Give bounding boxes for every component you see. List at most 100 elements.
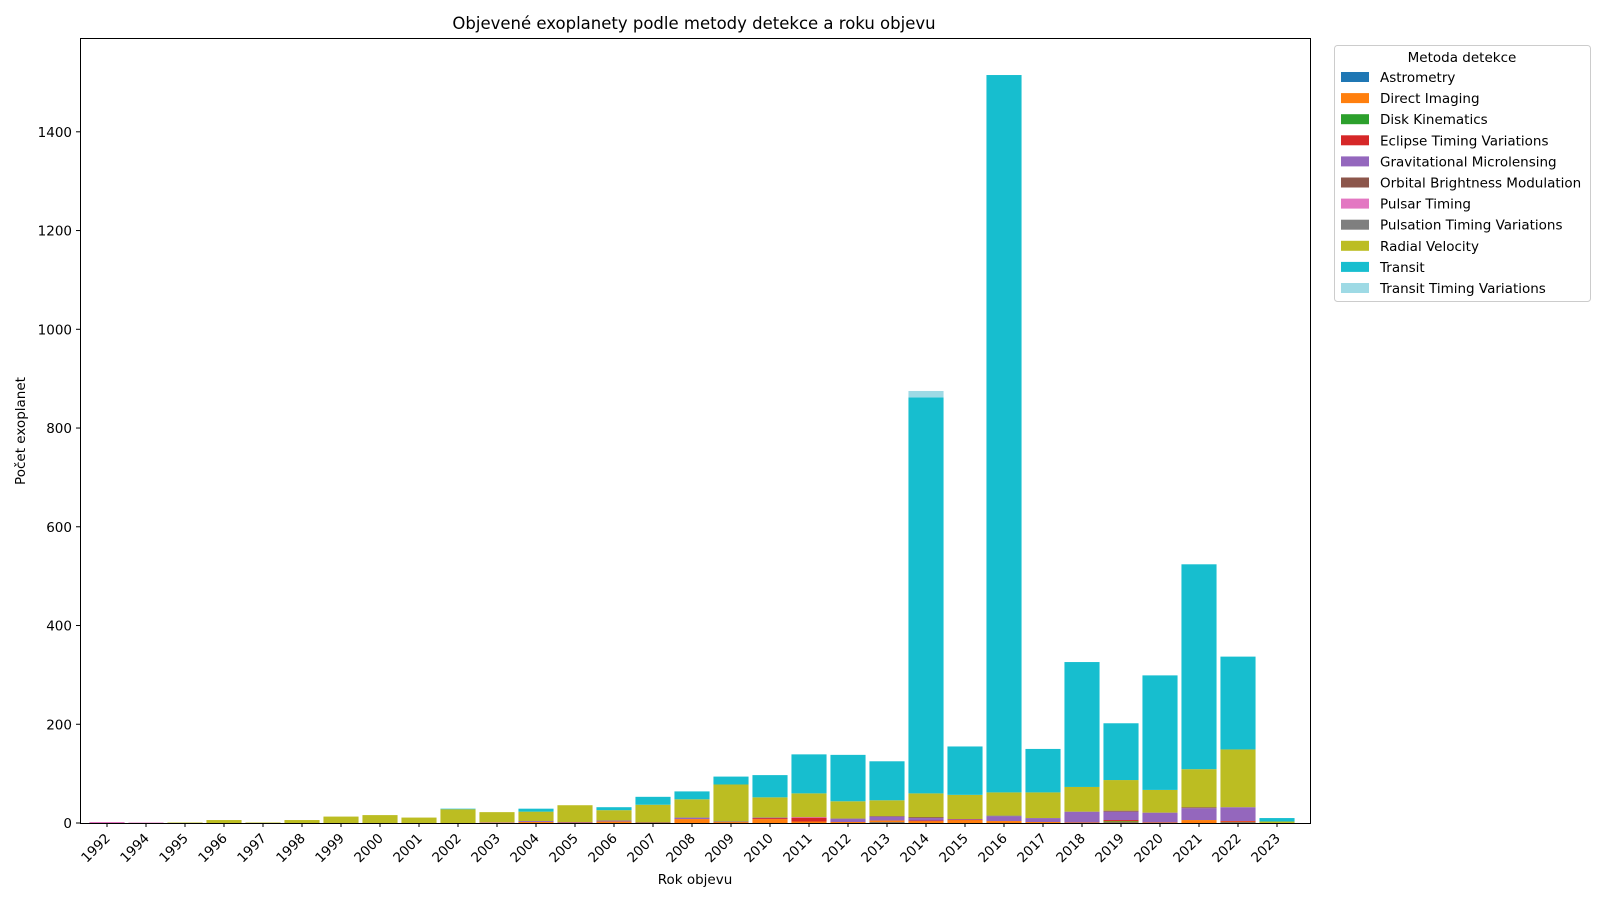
legend-label: Transit bbox=[1379, 260, 1425, 276]
bar-segment bbox=[1103, 810, 1139, 812]
legend-swatch bbox=[1341, 114, 1369, 125]
bar-segment bbox=[752, 819, 788, 823]
legend-swatch bbox=[1341, 283, 1369, 293]
bar-segment bbox=[908, 391, 944, 398]
x-tick-label: 2014 bbox=[897, 831, 933, 867]
bar-segment bbox=[635, 822, 671, 824]
legend-label: Orbital Brightness Modulation bbox=[1380, 176, 1581, 192]
x-axis-title: Rok objevu bbox=[658, 872, 733, 888]
bar-segment bbox=[674, 791, 710, 800]
bar-segment bbox=[869, 800, 905, 817]
x-tick-label: 2004 bbox=[507, 831, 543, 867]
x-tick-label: 2000 bbox=[351, 831, 387, 867]
legend-swatch bbox=[1341, 72, 1369, 82]
bar-segment bbox=[1103, 821, 1139, 823]
bar-segment bbox=[1025, 748, 1061, 793]
bar-segment bbox=[986, 821, 1022, 823]
x-tick-label: 1998 bbox=[273, 831, 309, 867]
legend-swatch bbox=[1341, 156, 1369, 167]
bar-segment bbox=[1064, 662, 1100, 787]
x-tick-label: 2005 bbox=[546, 831, 582, 867]
y-axis-title: Počet exoplanet bbox=[13, 377, 29, 485]
bar-segment bbox=[947, 820, 983, 823]
bar-segment bbox=[830, 801, 866, 819]
bar-segment bbox=[596, 807, 632, 811]
bar-segment bbox=[635, 822, 671, 823]
bar-segment bbox=[440, 809, 476, 823]
bar-segment bbox=[479, 822, 515, 824]
x-tick-label: 1995 bbox=[156, 831, 192, 867]
bar-segment bbox=[791, 817, 827, 822]
bar-segment bbox=[245, 822, 281, 824]
bar-segment bbox=[557, 822, 593, 824]
legend-label: Direct Imaging bbox=[1380, 91, 1480, 107]
bar-segment bbox=[674, 799, 710, 818]
bar-segment bbox=[1181, 769, 1217, 808]
bar-segment bbox=[791, 793, 827, 818]
legend-swatch bbox=[1341, 135, 1369, 146]
bar-segment bbox=[947, 794, 983, 820]
bar-segment bbox=[1064, 811, 1100, 823]
legend-frame bbox=[1334, 45, 1591, 302]
bar-segment bbox=[1142, 789, 1178, 813]
bar-segment bbox=[1220, 807, 1256, 822]
bar-segment bbox=[986, 792, 1022, 816]
bar-segment bbox=[869, 820, 905, 823]
bar-segment bbox=[947, 746, 983, 795]
bar-segment bbox=[1220, 749, 1256, 808]
bar-segment bbox=[1103, 811, 1139, 821]
legend-label: Pulsation Timing Variations bbox=[1380, 218, 1563, 234]
bar-segment bbox=[869, 816, 905, 817]
bar-segment bbox=[947, 819, 983, 821]
bar-segment bbox=[1025, 818, 1061, 823]
bar-segment bbox=[713, 776, 749, 785]
bar-segment bbox=[89, 822, 125, 823]
x-tick-label: 2023 bbox=[1248, 831, 1284, 867]
bar-segment bbox=[596, 821, 632, 823]
bar-segment bbox=[752, 817, 788, 819]
bar-segment bbox=[1259, 818, 1295, 822]
x-tick-label: 2001 bbox=[390, 831, 426, 867]
bar-segment bbox=[1181, 808, 1217, 821]
bar-segment bbox=[1259, 821, 1295, 823]
bar-segment bbox=[1220, 822, 1256, 824]
bar-segment bbox=[635, 804, 671, 823]
bar-segment bbox=[284, 820, 320, 823]
bar-segment bbox=[518, 811, 554, 822]
chart-title: Objevené exoplanety podle metody detekce… bbox=[452, 14, 935, 33]
x-tick-label: 2008 bbox=[663, 831, 699, 867]
bar-segment bbox=[1142, 812, 1178, 823]
y-tick-label: 600 bbox=[46, 520, 72, 536]
bar-segment bbox=[830, 822, 866, 823]
bar-segment bbox=[1103, 820, 1139, 822]
y-tick-label: 1000 bbox=[38, 322, 72, 338]
x-tick-label: 2002 bbox=[429, 831, 465, 867]
x-tick-label: 1992 bbox=[78, 831, 114, 867]
bar-segment bbox=[323, 816, 359, 823]
y-tick-label: 400 bbox=[46, 619, 72, 635]
bar-segment bbox=[752, 797, 788, 818]
bar-segment bbox=[557, 822, 593, 823]
bar-segment bbox=[1220, 821, 1256, 822]
legend-title: Metoda detekce bbox=[1408, 50, 1517, 66]
bar-segment bbox=[752, 775, 788, 798]
x-tick-label: 2018 bbox=[1053, 831, 1089, 867]
bar-segment bbox=[986, 816, 1022, 822]
y-tick-label: 1200 bbox=[38, 224, 72, 240]
x-tick-label: 2016 bbox=[975, 831, 1011, 867]
legend-swatch bbox=[1341, 240, 1369, 251]
y-axis: 0 200 400 600 800 1000 1200 1400 bbox=[38, 125, 80, 832]
bar-segment bbox=[869, 822, 905, 824]
x-tick-label: 2019 bbox=[1092, 831, 1128, 867]
bar-segment bbox=[1181, 807, 1217, 809]
y-tick-label: 200 bbox=[46, 717, 72, 733]
bar-segment bbox=[908, 821, 944, 823]
bar-segment bbox=[518, 808, 554, 812]
bars-layer bbox=[89, 75, 1295, 824]
bar-segment bbox=[518, 821, 554, 823]
x-tick-label: 2009 bbox=[702, 831, 738, 867]
legend-label: Pulsar Timing bbox=[1380, 197, 1471, 213]
x-tick-label: 2022 bbox=[1209, 831, 1245, 867]
bar-segment bbox=[1220, 656, 1256, 750]
